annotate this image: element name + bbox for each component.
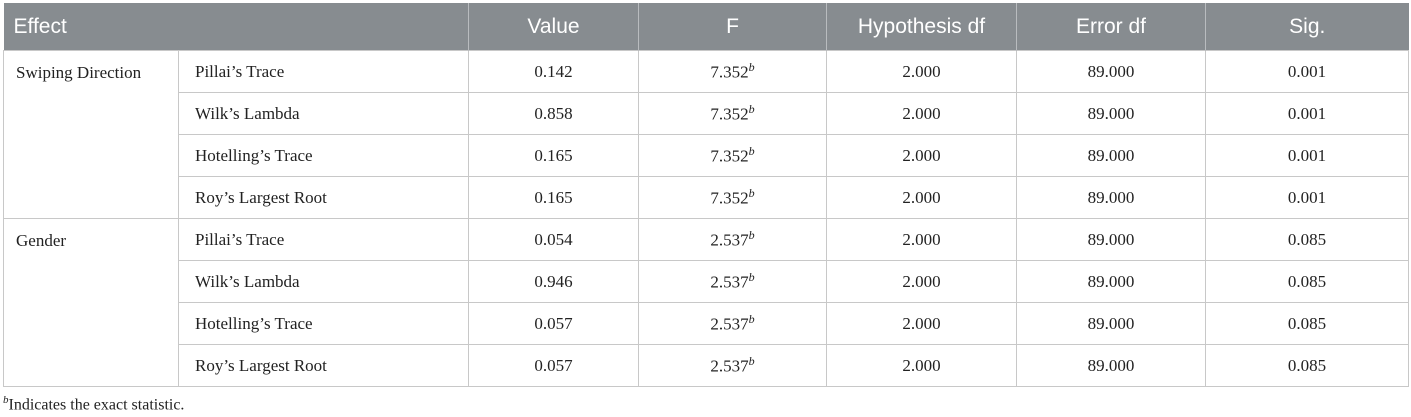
- f-cell: 2.537b: [638, 302, 827, 345]
- f-cell: 7.352b: [638, 92, 827, 135]
- method-cell: Pillai’s Trace: [178, 218, 469, 261]
- table-row: Wilk’s Lambda 0.858 7.352b 2.000 89.000 0.001: [4, 92, 1409, 135]
- value-cell: 0.054: [468, 218, 639, 261]
- f-cell: 7.352b: [638, 50, 827, 93]
- error-df-cell: 89.000: [1016, 218, 1206, 261]
- f-note-marker: b: [748, 312, 755, 327]
- method-cell: Wilk’s Lambda: [178, 260, 469, 303]
- hypothesis-df-cell: 2.000: [826, 302, 1017, 345]
- error-df-cell: 89.000: [1016, 50, 1206, 93]
- sig-cell: 0.001: [1205, 134, 1409, 177]
- f-cell: 7.352b: [638, 134, 827, 177]
- table-body: Swiping Direction Pillai’s Trace 0.142 7.35…: [3, 50, 1409, 387]
- hypothesis-df-cell: 2.000: [826, 260, 1017, 303]
- f-note-marker: b: [748, 102, 755, 117]
- f-value: 2.537: [710, 272, 749, 292]
- f-cell: 2.537b: [638, 218, 827, 261]
- value-cell: 0.946: [468, 260, 639, 303]
- value-cell: 0.858: [468, 92, 639, 135]
- f-value: 2.537: [710, 314, 749, 334]
- effect-cell: Swiping Direction: [3, 50, 179, 219]
- hypothesis-df-cell: 2.000: [826, 92, 1017, 135]
- table-row: Roy’s Largest Root 0.165 7.352b 2.000 89.000…: [4, 176, 1409, 219]
- sig-cell: 0.001: [1205, 176, 1409, 219]
- f-cell: 2.537b: [638, 260, 827, 303]
- table-row: Hotelling’s Trace 0.165 7.352b 2.000 89.000 0…: [4, 134, 1409, 177]
- error-df-cell: 89.000: [1016, 92, 1206, 135]
- method-cell: Hotelling’s Trace: [178, 302, 469, 345]
- column-header: F: [638, 3, 827, 51]
- f-cell: 2.537b: [638, 344, 827, 387]
- footnote-marker: b: [3, 394, 9, 406]
- f-value: 7.352: [710, 146, 749, 166]
- method-cell: Roy’s Largest Root: [178, 344, 469, 387]
- f-value: 2.537: [710, 356, 749, 376]
- sig-cell: 0.085: [1205, 218, 1409, 261]
- hypothesis-df-cell: 2.000: [826, 50, 1017, 93]
- table-header: Effect Value F Hypothesis df Error df Sig.: [3, 3, 1409, 51]
- f-value: 2.537: [710, 230, 749, 250]
- error-df-cell: 89.000: [1016, 176, 1206, 219]
- error-df-cell: 89.000: [1016, 302, 1206, 345]
- footnote: bIndicates the exact statistic.: [3, 394, 184, 414]
- column-header: Hypothesis df: [826, 3, 1017, 51]
- error-df-cell: 89.000: [1016, 344, 1206, 387]
- sig-cell: 0.001: [1205, 50, 1409, 93]
- column-header: Effect: [3, 3, 469, 51]
- effect-cell: Gender: [3, 218, 179, 387]
- table-row: Roy’s Largest Root 0.057 2.537b 2.000 89.000…: [4, 344, 1409, 387]
- error-df-cell: 89.000: [1016, 134, 1206, 177]
- hypothesis-df-cell: 2.000: [826, 176, 1017, 219]
- f-cell: 7.352b: [638, 176, 827, 219]
- hypothesis-df-cell: 2.000: [826, 344, 1017, 387]
- hypothesis-df-cell: 2.000: [826, 218, 1017, 261]
- value-cell: 0.057: [468, 302, 639, 345]
- anova-table: Effect Value F Hypothesis df Error df Sig. Sw…: [3, 3, 1409, 387]
- method-cell: Wilk’s Lambda: [178, 92, 469, 135]
- method-cell: Roy’s Largest Root: [178, 176, 469, 219]
- value-cell: 0.142: [468, 50, 639, 93]
- method-cell: Hotelling’s Trace: [178, 134, 469, 177]
- sig-cell: 0.085: [1205, 302, 1409, 345]
- sig-cell: 0.085: [1205, 260, 1409, 303]
- column-header: Error df: [1016, 3, 1206, 51]
- f-note-marker: b: [748, 270, 755, 285]
- table-row: Gender Pillai’s Trace 0.054 2.537b 2.000 89.0…: [3, 218, 1409, 387]
- header-row: Effect Value F Hypothesis df Error df Sig.: [3, 3, 1409, 51]
- footnote-text: Indicates the exact statistic.: [8, 396, 185, 414]
- f-value: 7.352: [710, 104, 749, 124]
- error-df-cell: 89.000: [1016, 260, 1206, 303]
- f-value: 7.352: [710, 188, 749, 208]
- value-cell: 0.057: [468, 344, 639, 387]
- f-note-marker: b: [748, 186, 755, 201]
- table-row: Hotelling’s Trace 0.057 2.537b 2.000 89.000 0…: [4, 302, 1409, 345]
- table-row: Wilk’s Lambda 0.946 2.537b 2.000 89.000 0.085: [4, 260, 1409, 303]
- f-value: 7.352: [710, 62, 749, 82]
- hypothesis-df-cell: 2.000: [826, 134, 1017, 177]
- table-row: Swiping Direction Pillai’s Trace 0.142 7.35…: [3, 50, 1409, 219]
- sig-cell: 0.085: [1205, 344, 1409, 387]
- value-cell: 0.165: [468, 134, 639, 177]
- f-note-marker: b: [748, 144, 755, 159]
- column-header: Value: [468, 3, 639, 51]
- method-cell: Pillai’s Trace: [178, 50, 469, 93]
- sig-cell: 0.001: [1205, 92, 1409, 135]
- column-header: Sig.: [1205, 3, 1409, 51]
- value-cell: 0.165: [468, 176, 639, 219]
- f-note-marker: b: [748, 60, 755, 75]
- f-note-marker: b: [748, 228, 755, 243]
- f-note-marker: b: [748, 354, 755, 369]
